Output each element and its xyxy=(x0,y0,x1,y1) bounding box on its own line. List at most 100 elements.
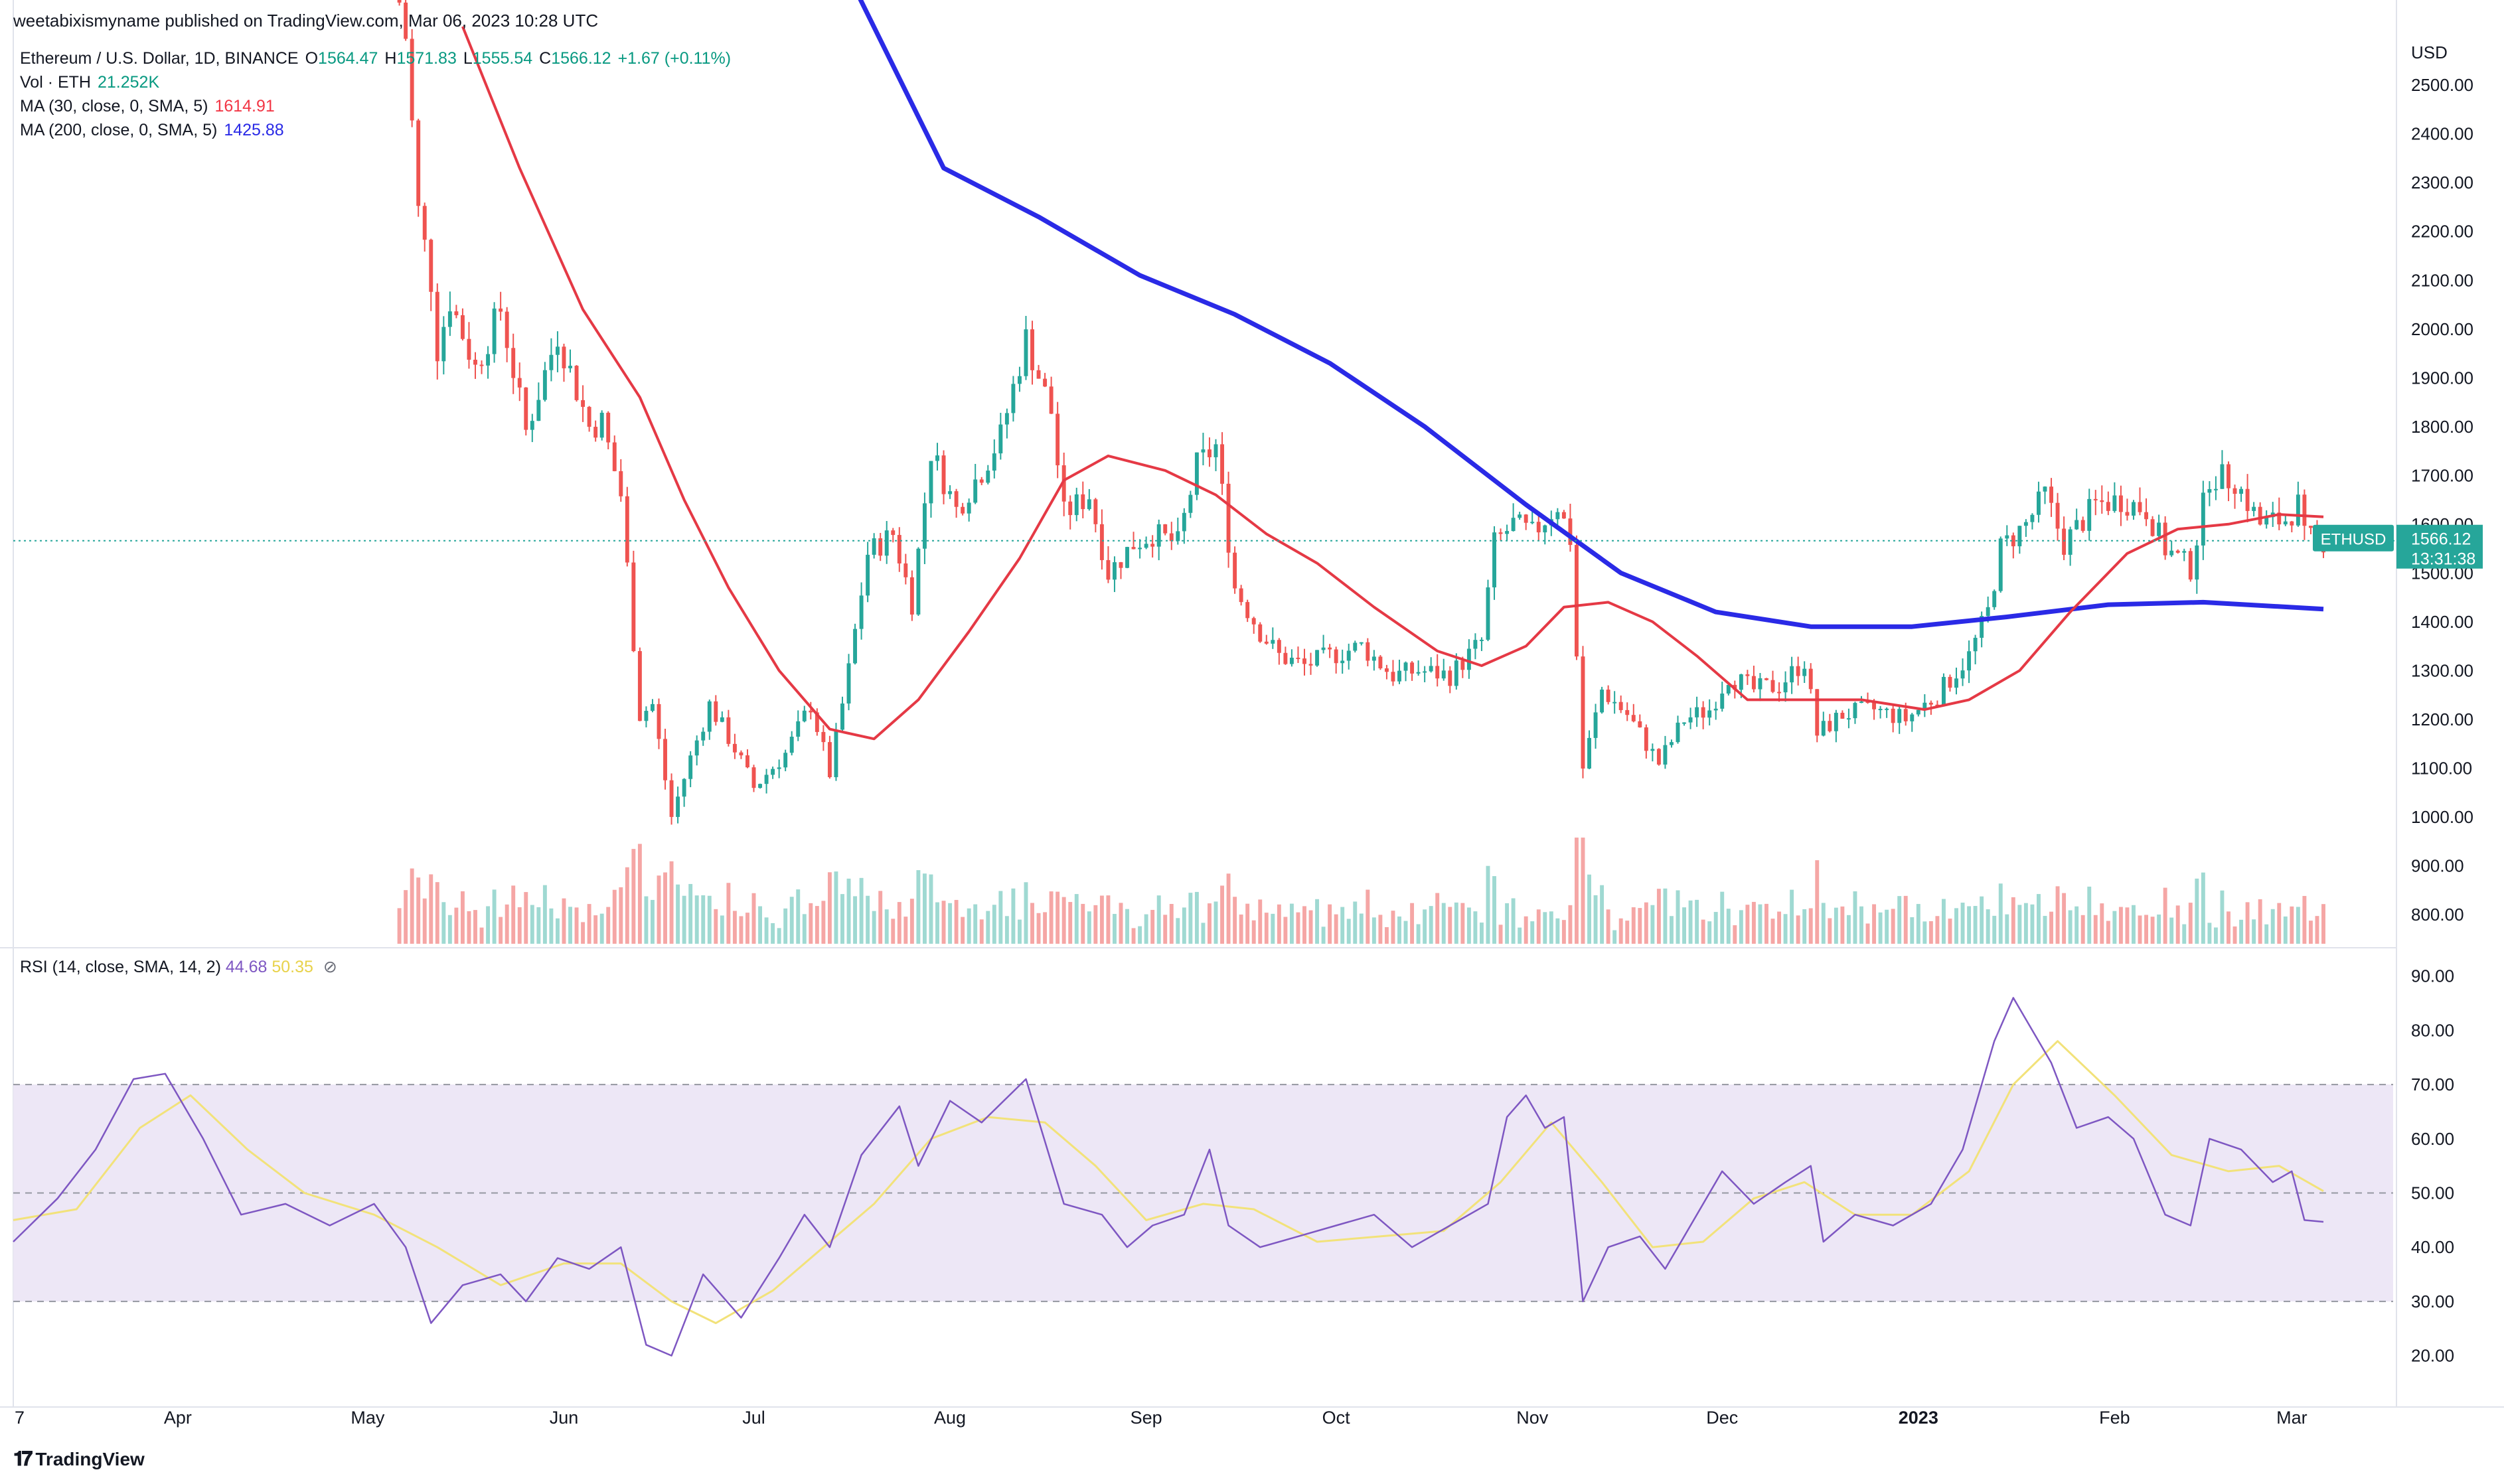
eye-off-icon[interactable]: ⊘ xyxy=(323,958,337,976)
volume-bar xyxy=(992,905,996,944)
volume-bar xyxy=(878,891,883,944)
candle-body xyxy=(1543,525,1547,533)
volume-bar xyxy=(1460,903,1465,944)
volume-bar xyxy=(789,897,794,944)
volume-bar xyxy=(1119,903,1123,944)
volume-label[interactable]: Vol · ETH xyxy=(20,73,91,92)
volume-bar xyxy=(619,887,623,944)
volume-bar xyxy=(1245,903,1250,944)
candle-body xyxy=(1416,672,1421,674)
volume-bar xyxy=(651,899,655,944)
candle-body xyxy=(1391,672,1395,682)
candle-body xyxy=(1758,678,1762,690)
candle-body xyxy=(467,338,471,360)
volume-bar xyxy=(1251,920,1256,944)
candle-body xyxy=(1460,660,1465,670)
volume-bar xyxy=(1701,919,1705,944)
volume-bar xyxy=(967,908,971,944)
rsi-label[interactable]: RSI (14, close, SMA, 14, 2) xyxy=(20,958,221,976)
candle-body xyxy=(549,354,554,370)
volume-bar xyxy=(2118,907,2123,944)
symbol-tag-box xyxy=(2313,524,2394,552)
volume-bar xyxy=(998,891,1003,944)
candle-body xyxy=(1251,618,1256,625)
candle-body xyxy=(796,721,801,737)
time-tick-label: Sep xyxy=(1131,1408,1162,1428)
legend-ohlc-row: Ethereum / U.S. Dollar, 1D, BINANCE O156… xyxy=(20,46,731,70)
candle-body xyxy=(447,311,452,327)
volume-bar xyxy=(1865,923,1870,944)
volume-bar xyxy=(1182,907,1186,944)
volume-bar xyxy=(688,883,693,944)
candle-body xyxy=(720,717,724,722)
candle-body xyxy=(1182,512,1186,532)
candle-body xyxy=(524,387,528,430)
volume-bar xyxy=(1328,904,1332,944)
volume-bar xyxy=(2087,886,2092,944)
volume-bar xyxy=(1910,917,1915,944)
candle-body xyxy=(1328,647,1332,650)
candle-body xyxy=(530,421,534,430)
candle-body xyxy=(878,538,883,556)
candle-body xyxy=(764,775,769,784)
ma30-label[interactable]: MA (30, close, 0, SMA, 5) xyxy=(20,97,208,115)
rsi-tick-label: 90.00 xyxy=(2411,966,2454,986)
candle-body xyxy=(1612,702,1617,704)
candle-body xyxy=(726,717,731,744)
candle-body xyxy=(473,359,477,365)
candle-body xyxy=(2138,502,2142,512)
price-tag-box xyxy=(2396,524,2483,569)
volume-bar xyxy=(1156,895,1161,944)
ma200-label[interactable]: MA (200, close, 0, SMA, 5) xyxy=(20,121,218,139)
candle-body xyxy=(1910,714,1915,721)
volume-bar xyxy=(1479,923,1484,944)
rsi-tick-label: 80.00 xyxy=(2411,1020,2454,1040)
volume-bar xyxy=(397,908,402,944)
volume-bar xyxy=(2100,903,2104,944)
volume-bar xyxy=(581,922,586,944)
volume-bar xyxy=(1948,919,1952,944)
candle-body xyxy=(1505,531,1510,534)
tradingview-footer[interactable]: 𝟏𝟕 TradingView xyxy=(13,1448,145,1471)
volume-bar xyxy=(1169,903,1174,944)
candle-body xyxy=(2062,528,2067,555)
indicator-lines xyxy=(13,0,2324,1357)
candle-body xyxy=(1473,640,1478,649)
volume-bar xyxy=(827,872,832,944)
candle-body xyxy=(619,471,623,496)
candle-body xyxy=(840,704,844,730)
volume-bar xyxy=(1612,930,1617,944)
volume-bar xyxy=(416,877,421,944)
volume-bar xyxy=(764,917,769,944)
volume-bar xyxy=(1492,876,1496,944)
footer-brand: TradingView xyxy=(35,1449,145,1469)
volume-bar xyxy=(1226,873,1231,944)
volume-bar xyxy=(1264,913,1269,944)
volume-bar xyxy=(941,901,946,944)
candle-body xyxy=(922,503,927,549)
volume-bar xyxy=(435,882,439,944)
volume-bar xyxy=(2062,893,2067,944)
candle-body xyxy=(2080,520,2085,531)
volume-bar xyxy=(1663,888,1668,944)
candle-body xyxy=(1093,499,1098,524)
candle-body xyxy=(872,538,876,555)
candle-body xyxy=(1466,648,1471,670)
volume-bar xyxy=(1321,927,1326,944)
candle-body xyxy=(1916,709,1920,715)
volume-bar xyxy=(1638,908,1642,944)
candle-body xyxy=(1169,533,1174,542)
high-value: 1571.83 xyxy=(396,49,457,68)
candle-body xyxy=(1099,524,1104,560)
symbol-label[interactable]: Ethereum / U.S. Dollar, 1D, BINANCE xyxy=(20,49,299,68)
volume-bar xyxy=(637,844,642,944)
volume-bar xyxy=(1201,923,1206,944)
candle-body xyxy=(802,710,807,721)
volume-bar xyxy=(1625,921,1630,944)
candle-body xyxy=(1720,694,1725,709)
candle-body xyxy=(909,577,914,615)
candle-body xyxy=(1770,680,1775,692)
volume-bar xyxy=(1713,912,1718,944)
